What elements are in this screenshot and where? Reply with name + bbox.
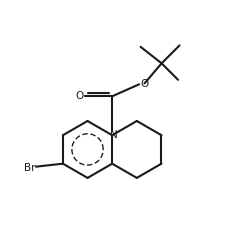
Text: O: O — [140, 79, 148, 89]
Text: O: O — [75, 91, 84, 101]
Text: N: N — [110, 129, 117, 139]
Text: Br: Br — [23, 163, 35, 173]
